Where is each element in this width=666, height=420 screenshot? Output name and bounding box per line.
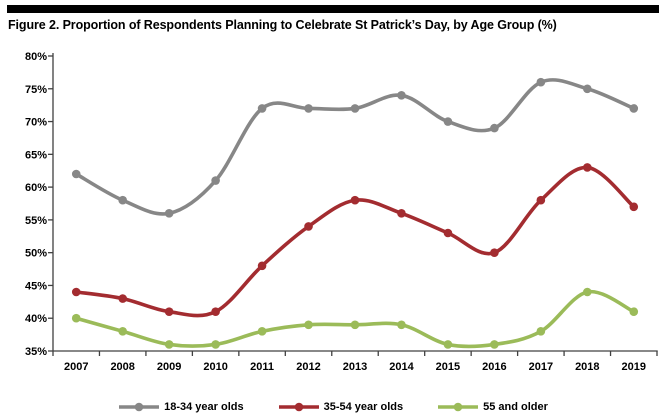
legend-swatch-line-marker-icon [119, 402, 160, 412]
data-point-marker [629, 104, 639, 113]
data-point-marker [443, 117, 453, 126]
data-point-marker [583, 287, 592, 297]
legend-item: 55 and older [437, 401, 548, 413]
x-tick-label: 2009 [157, 361, 181, 373]
data-point-marker [536, 77, 546, 87]
data-point-marker [350, 320, 360, 330]
legend-label: 55 and older [483, 401, 548, 413]
data-point-marker [490, 123, 499, 133]
y-tick-label: 40% [25, 313, 47, 325]
line-chart-plot: 35% 40% 45% 50% 55% 60% 65% 70% 75% 80% 2007 2008 20… [25, 51, 658, 373]
legend-label: 18-34 year olds [164, 401, 244, 413]
data-point-marker [257, 261, 267, 271]
data-point-marker [350, 195, 360, 205]
data-point-marker [490, 340, 499, 349]
legend-swatch-line-marker-icon [438, 402, 479, 412]
y-tick-label: 65% [25, 149, 47, 161]
data-point-marker [71, 313, 81, 323]
x-tick-label: 2018 [575, 361, 599, 373]
y-tick-label: 50% [25, 248, 47, 260]
x-tick-label: 2007 [64, 361, 88, 373]
data-point-marker [71, 287, 81, 297]
data-point-marker [304, 104, 313, 113]
data-point-marker [443, 228, 453, 238]
y-tick-label: 45% [25, 280, 47, 292]
data-point-marker [397, 91, 406, 100]
data-point-marker [164, 340, 174, 349]
legend-swatch-line-marker-icon [278, 402, 319, 412]
data-point-marker [118, 195, 127, 205]
x-tick-label: 2015 [436, 361, 460, 373]
data-point-marker [118, 327, 127, 336]
data-point-marker [257, 327, 267, 336]
data-point-marker [397, 320, 406, 330]
series-line-35-54-year-olds [74, 165, 636, 318]
data-point-marker [583, 84, 592, 94]
x-tick-label: 2016 [482, 361, 506, 373]
data-point-marker [490, 248, 499, 257]
data-point-marker [397, 209, 406, 218]
y-tick-label: 75% [25, 84, 47, 96]
data-point-marker [443, 340, 453, 349]
x-tick-label: 2010 [203, 361, 227, 373]
data-point-marker [164, 307, 174, 316]
y-tick-label: 60% [25, 182, 47, 194]
y-tick-label: 80% [25, 51, 47, 63]
data-point-marker [164, 209, 174, 218]
data-point-marker [583, 163, 592, 172]
y-tick-label: 70% [25, 117, 47, 129]
data-point-marker [257, 104, 267, 113]
series-line-55-and-older [74, 289, 636, 349]
legend-label: 35-54 year olds [323, 401, 404, 413]
data-point-marker [536, 195, 546, 205]
x-tick-label: 2017 [529, 361, 553, 373]
title-rule [7, 5, 659, 13]
series-line-18-34-year-olds [74, 78, 636, 216]
x-tick-label: 2013 [343, 361, 367, 373]
data-point-marker [211, 307, 220, 316]
figure-title: Figure 2. Proportion of Respondents Plan… [8, 18, 557, 32]
chart-legend: 18-34 year olds 35-54 year olds 55 and old… [0, 401, 666, 413]
legend-item: 18-34 year olds [118, 401, 244, 413]
data-point-marker [211, 176, 220, 185]
data-point-marker [536, 327, 546, 336]
x-tick-label: 2011 [250, 361, 274, 373]
y-tick-label: 35% [25, 346, 47, 358]
data-point-marker [304, 320, 313, 330]
x-tick-label: 2008 [110, 361, 134, 373]
data-point-marker [118, 294, 127, 303]
data-point-marker [211, 340, 220, 349]
data-point-marker [629, 202, 639, 212]
data-point-marker [629, 307, 639, 316]
data-point-marker [350, 104, 360, 113]
legend-item: 35-54 year olds [278, 401, 404, 413]
x-tick-label: 2019 [622, 361, 646, 373]
x-tick-label: 2012 [296, 361, 320, 373]
data-point-marker [304, 222, 313, 231]
y-tick-label: 55% [25, 215, 47, 227]
x-tick-label: 2014 [389, 361, 414, 373]
data-point-marker [71, 169, 81, 179]
